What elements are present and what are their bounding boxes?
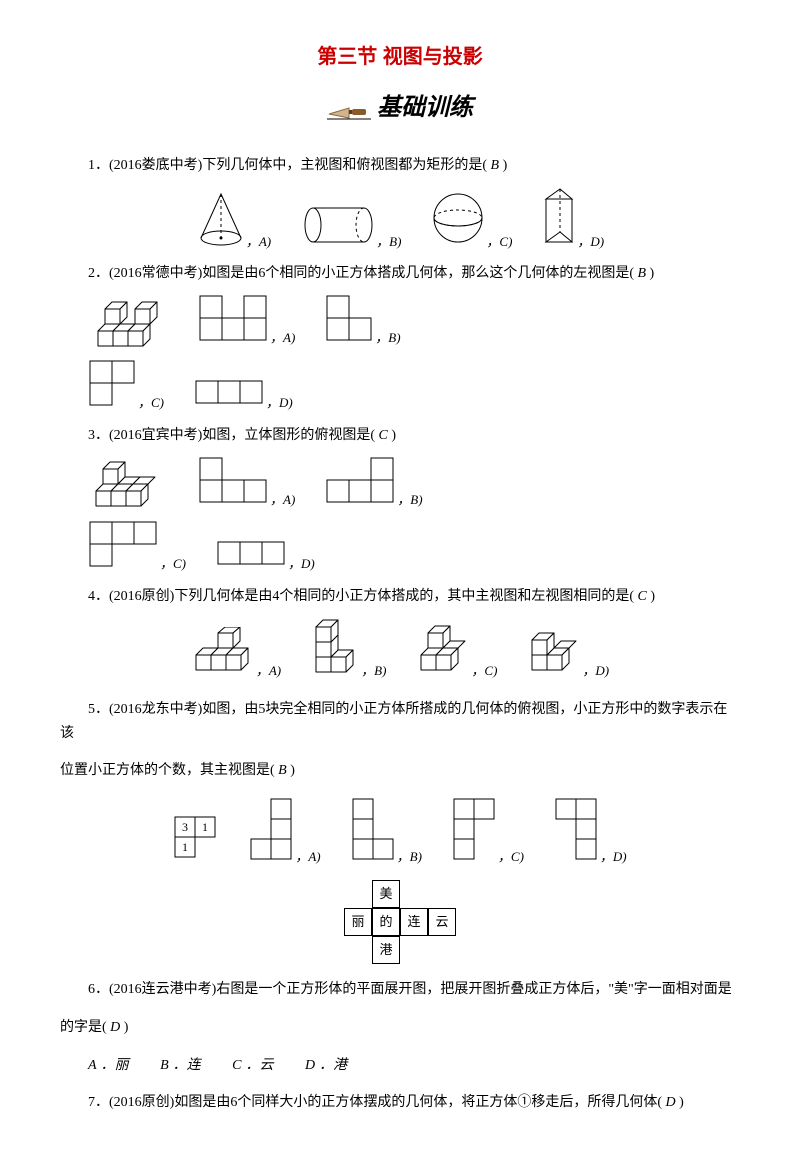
- cylinder-icon: [301, 204, 376, 246]
- q3-row1: ，A) ，B): [88, 456, 740, 513]
- q5-b-icon: [351, 797, 397, 861]
- cone-icon: [196, 191, 246, 246]
- prism-icon: [542, 186, 577, 246]
- q4-d-icon: [527, 625, 582, 675]
- q2-row2: ，C) ，D): [88, 359, 740, 416]
- q6-options: A．丽 B．连 C．云 D．港: [60, 1054, 740, 1078]
- banner: 基础训练: [60, 94, 740, 129]
- q2-opt-d-icon: [194, 379, 266, 407]
- q2-opt-a-icon: [198, 294, 270, 342]
- question-6-line2: 的字是( D ): [60, 1016, 740, 1040]
- q1-options: ，A) ，B) ，C): [60, 186, 740, 255]
- q3-opt-a-icon: [198, 456, 270, 504]
- question-6-line1: 6．(2016连云港中考)右图是一个正方形体的平面展开图，把展开图折叠成正方体后…: [60, 978, 740, 1002]
- trowel-icon: [327, 94, 371, 120]
- q5-d-icon: [554, 797, 600, 861]
- q2-opt-b-icon: [325, 294, 375, 342]
- q4-a-icon: [191, 627, 256, 675]
- q3-opt-d-icon: [216, 540, 288, 568]
- banner-text: 基础训练: [377, 96, 473, 120]
- q3-solid-icon: [88, 457, 168, 512]
- q4-c-icon: [416, 620, 471, 675]
- question-4: 4．(2016原创)下列几何体是由4个相同的小正方体搭成的，其中主视图和左视图相…: [60, 585, 740, 609]
- q3-opt-c-icon: [88, 520, 160, 568]
- q4-options: ，A) ，B): [60, 617, 740, 684]
- q5-options: 3 1 1 ，A): [60, 797, 740, 870]
- q2-opt-c-icon: [88, 359, 138, 407]
- question-1: 1．(2016娄底中考)下列几何体中，主视图和俯视图都为矩形的是( B ): [60, 154, 740, 178]
- q3-row2: ，C) ，D): [88, 520, 740, 577]
- question-5-line2: 位置小正方体的个数，其主视图是( B ): [60, 759, 740, 783]
- q2-row1: ，A) ，B): [88, 294, 740, 351]
- q5-a-icon: [249, 797, 295, 861]
- svg-text:1: 1: [202, 820, 208, 834]
- question-5-line1: 5．(2016龙东中考)如图，由5块完全相同的小正方体所搭成的几何体的俯视图，小…: [60, 698, 740, 746]
- q5-c-icon: [452, 797, 498, 861]
- q2-solid-icon: [88, 296, 168, 351]
- section-title: 第三节 视图与投影: [60, 40, 740, 74]
- question-7: 7．(2016原创)如图是由6个同样大小的正方体摆成的几何体，将正方体①移走后，…: [60, 1091, 740, 1115]
- sphere-icon: [431, 191, 486, 246]
- q5-given-icon: 3 1 1: [173, 815, 219, 861]
- question-2: 2．(2016常德中考)如图是由6个相同的小正方体搭成几何体，那么这个几何体的左…: [60, 262, 740, 286]
- q4-b-icon: [311, 617, 361, 675]
- question-3: 3．(2016宜宾中考)如图，立体图形的俯视图是( C ): [60, 424, 740, 448]
- q3-opt-b-icon: [325, 456, 397, 504]
- q6-net: 美 丽的连云 港: [344, 880, 456, 964]
- svg-text:3: 3: [182, 820, 188, 834]
- svg-text:1: 1: [182, 840, 188, 854]
